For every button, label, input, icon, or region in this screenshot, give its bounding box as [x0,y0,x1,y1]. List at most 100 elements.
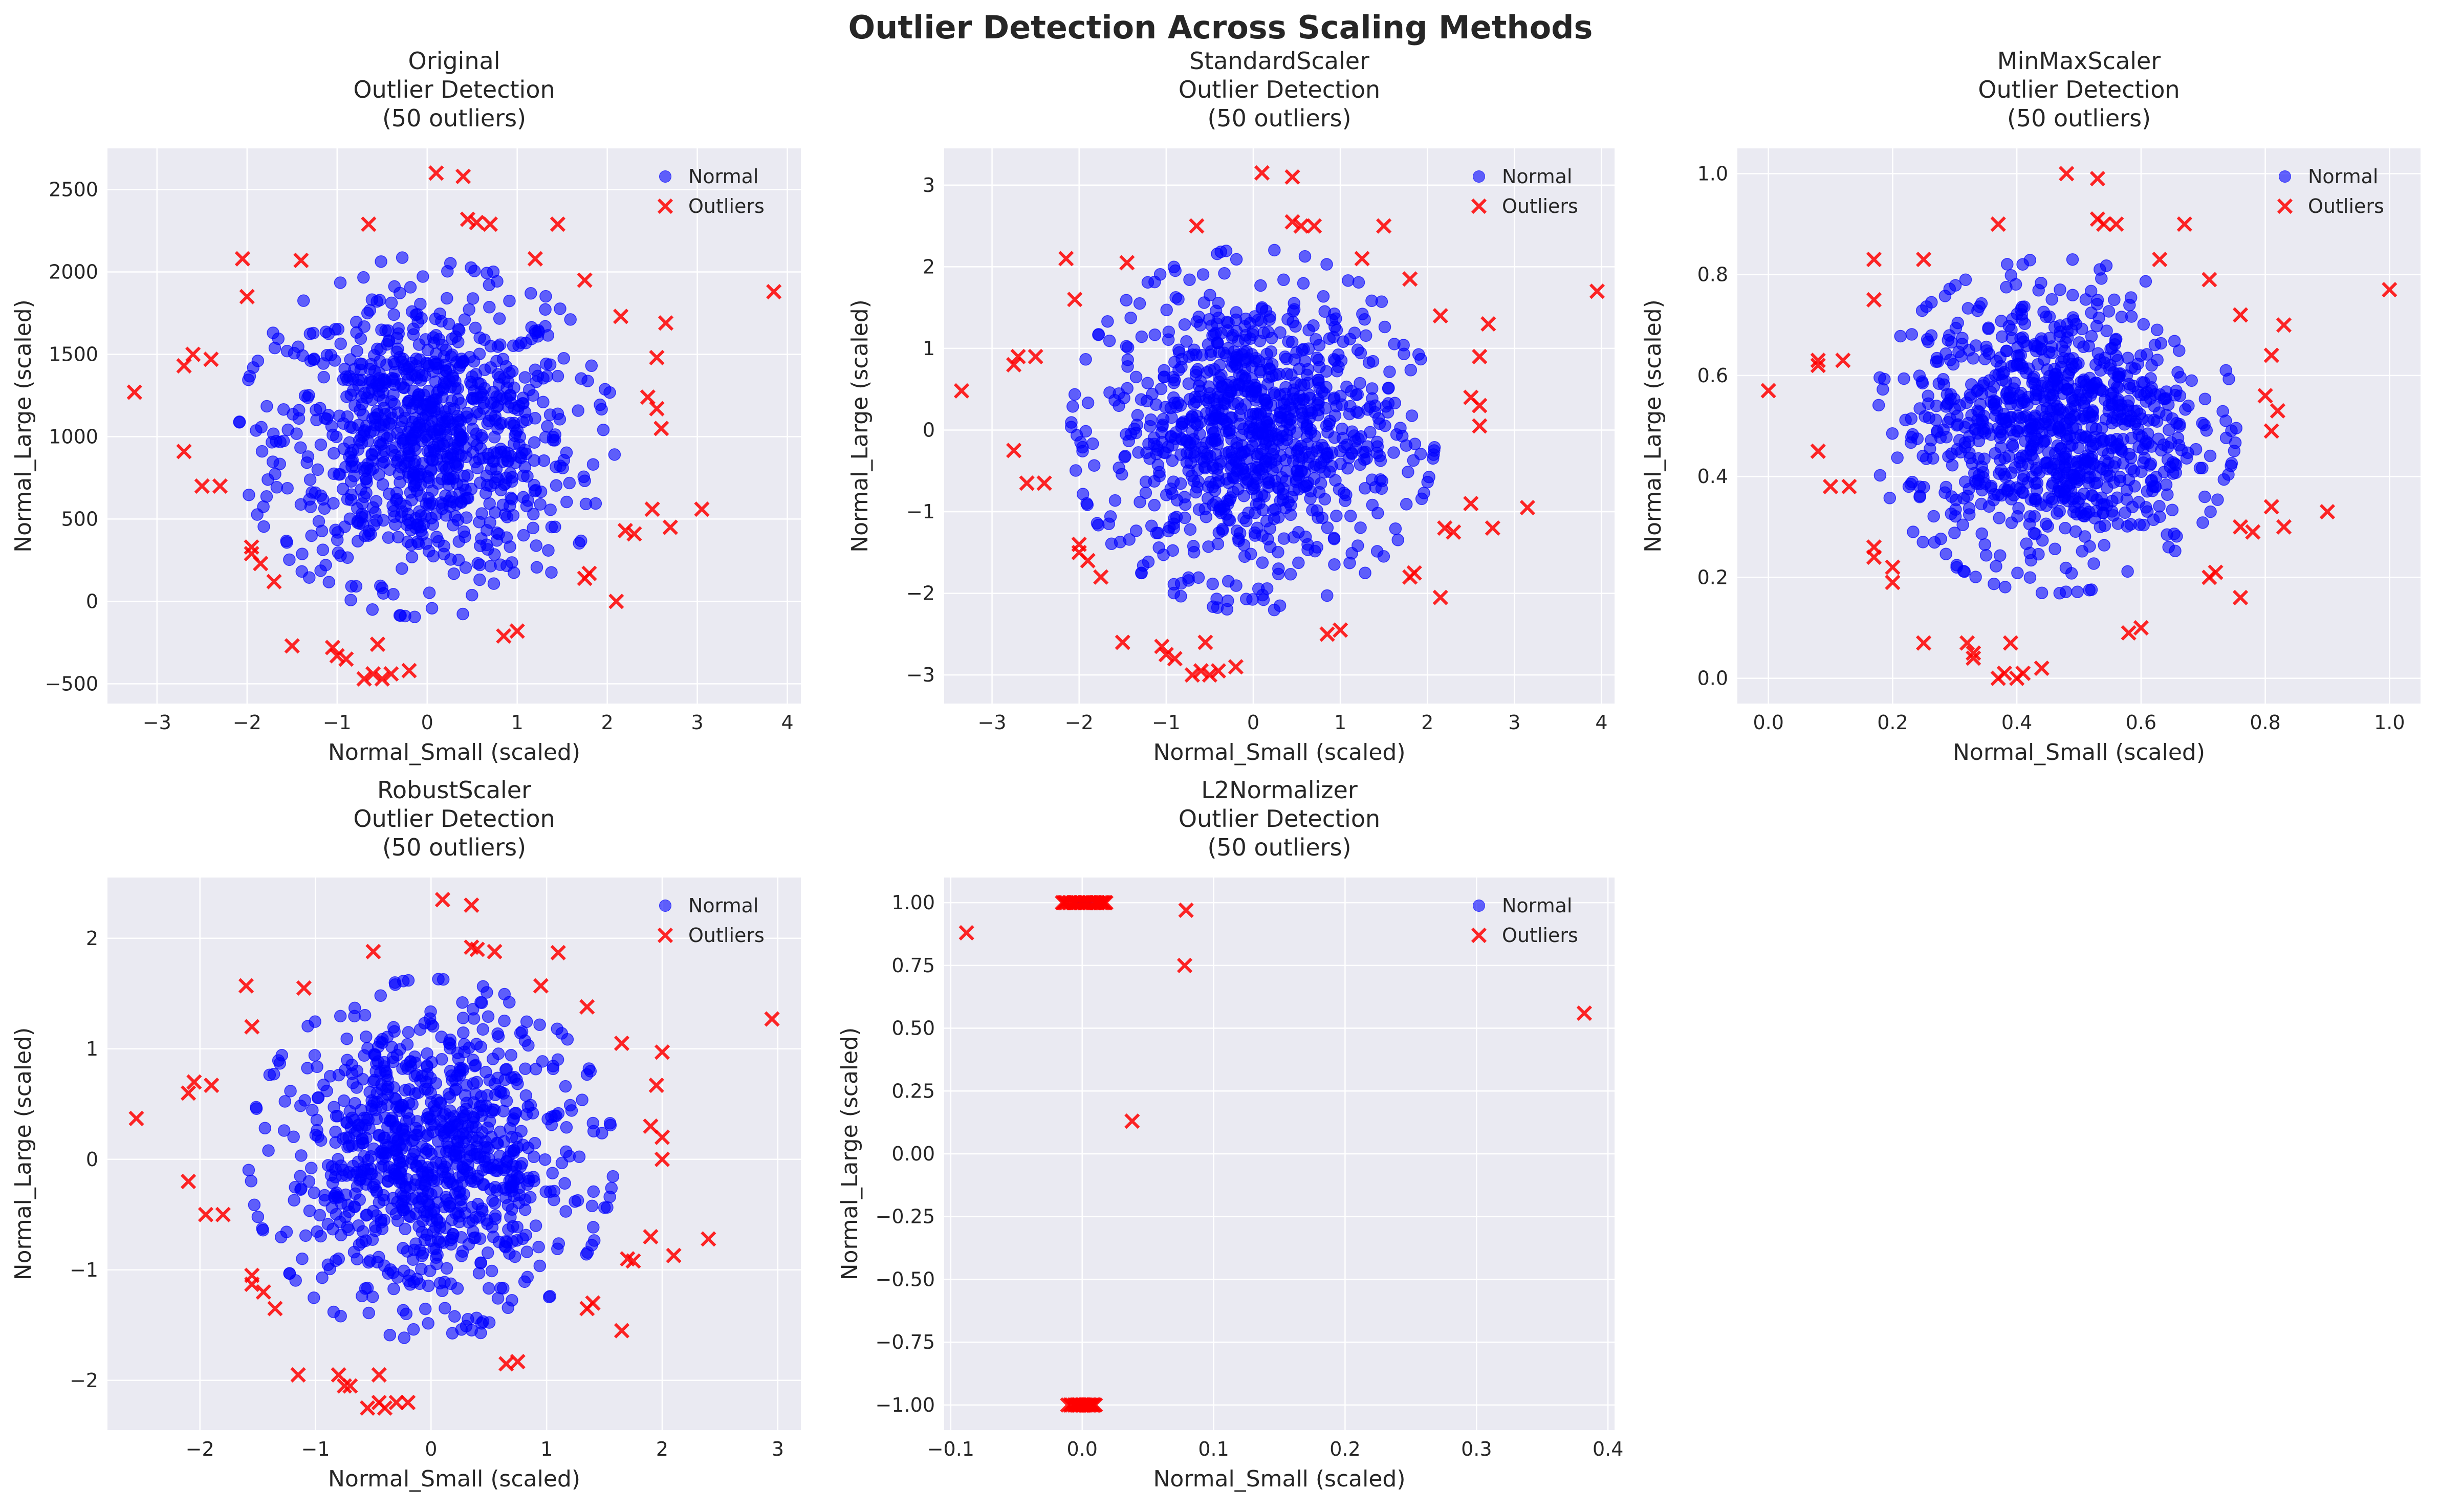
normal-point [399,499,412,513]
normal-point [1129,370,1143,384]
normal-point [1211,433,1224,446]
x-axis-label: Normal_Small (scaled) [328,739,580,765]
normal-point [449,510,462,523]
outlier-point [185,346,201,362]
normal-point [2014,451,2026,465]
normal-point [1068,388,1081,401]
normal-point [317,370,330,384]
legend-normal-label: Normal [2308,165,2379,188]
normal-point [1312,374,1325,387]
normal-point [1135,566,1148,580]
y-tick-label: 2500 [49,178,98,201]
normal-point [2054,283,2066,296]
normal-point [1132,446,1145,459]
normal-point [469,1059,482,1071]
normal-point [1208,484,1222,497]
y-tick-label: −1 [906,500,935,523]
normal-point [1168,374,1181,387]
normal-point [438,540,451,553]
normal-point [366,603,379,616]
y-tick-label: 0.50 [891,1017,935,1040]
normal-point [350,580,363,593]
normal-point [389,1092,402,1106]
normal-point [1348,326,1361,339]
normal-point [490,463,503,475]
normal-point [1135,330,1148,343]
normal-point [2078,397,2090,409]
normal-point [1175,361,1188,374]
normal-point [343,512,357,525]
normal-point [1284,568,1297,581]
normal-point [363,1122,376,1135]
normal-point [587,1234,601,1247]
normal-point [1189,486,1203,499]
normal-point [510,1234,524,1247]
normal-point [1204,289,1216,301]
normal-point [1130,419,1143,431]
normal-point [2161,453,2174,466]
normal-point [1370,545,1384,558]
x-tick-label: 2 [1421,711,1433,734]
normal-point [425,1119,438,1131]
normal-point [1905,412,1918,425]
normal-point [449,330,462,343]
scatter-panel-3: 0.0 0.2 0.4 0.6 0.8 1.0 0.0 0.2 0.4 0.6 0.8 1.0 MinM… [1640,47,2421,765]
x-tick-label: 0.0 [1066,1438,1097,1460]
normal-point [2173,420,2186,433]
panel-title: (50 outliers) [1207,104,1351,132]
normal-point [500,559,513,573]
normal-point [2066,493,2079,506]
normal-point [1313,339,1326,352]
outlier-point [766,283,782,300]
normal-point [1398,347,1410,361]
outlier-point [1158,647,1174,663]
normal-point [374,355,386,368]
normal-point [1907,525,1920,538]
normal-point [1248,379,1261,391]
normal-point [435,315,448,328]
normal-point [1233,368,1246,381]
normal-point [1383,365,1396,378]
normal-point [1276,437,1289,450]
normal-point [1349,388,1363,401]
normal-point [587,1185,600,1198]
normal-point [1261,378,1274,391]
normal-point [370,295,383,308]
normal-point [2040,310,2053,323]
normal-point [331,533,344,546]
normal-point [396,251,409,264]
outlier-point [1193,663,1209,679]
normal-point [466,588,478,602]
normal-point [2117,433,2130,446]
normal-point [430,531,443,543]
normal-point [1129,524,1143,537]
normal-point [390,487,403,499]
x-tick-label: −1 [1152,711,1181,734]
normal-point [1318,493,1332,506]
normal-point [369,1065,382,1078]
normal-point [1212,296,1225,310]
normal-point [1166,544,1179,557]
normal-point [1315,457,1327,470]
normal-point [528,1136,541,1150]
normal-point [334,1309,347,1323]
normal-point [2125,310,2138,323]
outlier-point [1332,622,1348,638]
normal-point [411,396,424,408]
normal-point [2113,405,2126,418]
normal-point [540,357,553,370]
normal-point [505,1049,518,1062]
normal-point [358,490,371,503]
normal-point [1268,386,1280,399]
normal-point [2071,585,2084,599]
normal-point [483,1282,495,1295]
normal-point [1141,377,1154,389]
panel-title: Outlier Detection [353,76,555,103]
normal-point [405,551,419,563]
normal-point [245,1175,258,1188]
normal-point [299,1229,312,1242]
normal-point [1405,409,1419,422]
normal-point [329,354,341,367]
normal-point [1234,402,1248,415]
normal-point [548,434,561,447]
